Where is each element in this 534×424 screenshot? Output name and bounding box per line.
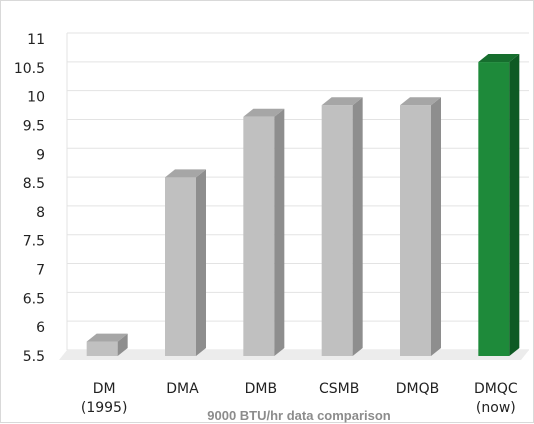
bar-top (165, 169, 206, 178)
y-tick-label: 8 (36, 205, 45, 221)
bar-side (352, 97, 363, 357)
y-tick-label: 10.5 (14, 61, 45, 77)
x-category-label: DMQB (396, 381, 439, 397)
y-tick-label: 5.5 (23, 349, 45, 365)
bar-side (196, 169, 206, 356)
y-tick-label: 7.5 (23, 234, 45, 250)
bar-top (321, 97, 363, 106)
x-category-label: DM (1995) (81, 381, 128, 416)
bar-front (478, 62, 510, 357)
gridlines (66, 32, 529, 351)
bar (243, 108, 285, 357)
x-category-label: DMB (245, 381, 277, 397)
chart-floor (59, 350, 529, 360)
bar-top (400, 97, 441, 106)
y-tick-label: 7 (36, 263, 45, 279)
x-category-label: DMQC (now) (474, 381, 518, 416)
bar-side (509, 54, 520, 357)
x-axis-categories: DM (1995) DMA DMB CSMB DMQB DMQC (now) (81, 381, 518, 416)
bar-top (478, 54, 520, 63)
bar (86, 333, 128, 356)
y-tick-label: 10 (27, 90, 45, 106)
bar-front (321, 105, 353, 356)
bar (478, 54, 520, 357)
y-tick-label: 11 (27, 32, 45, 48)
bar (321, 97, 363, 357)
bar-front (86, 341, 118, 356)
bar-front (400, 105, 431, 356)
bar-top (243, 108, 285, 117)
bar-side (431, 97, 441, 357)
bar-top (86, 333, 128, 342)
bar-side (117, 333, 128, 356)
y-tick-label: 6 (36, 320, 45, 336)
bar-front (165, 177, 196, 356)
bar-front (243, 116, 275, 357)
y-tick-label: 9 (36, 147, 45, 163)
y-tick-label: 8.5 (23, 176, 45, 192)
bar (400, 97, 441, 357)
bar-side (274, 108, 285, 357)
chart-caption: 9000 BTU/hr data comparison (207, 408, 391, 423)
y-axis-ticks: 5.5 6 6.5 7 7.5 8 8.5 9 9.5 10 10.5 11 (14, 32, 45, 365)
bars (86, 54, 520, 357)
y-tick-label: 6.5 (23, 291, 45, 307)
x-category-label: CSMB (319, 381, 359, 397)
y-tick-label: 9.5 (23, 118, 45, 134)
x-category-label: DMA (166, 381, 199, 397)
bar (165, 169, 206, 356)
floor-plane (59, 350, 529, 360)
